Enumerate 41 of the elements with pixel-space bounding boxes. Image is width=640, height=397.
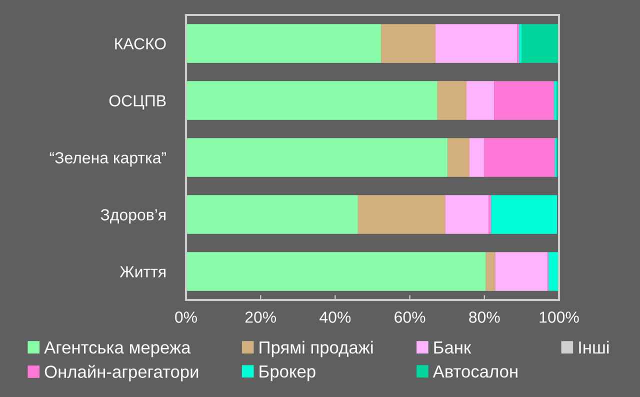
legend-label: Онлайн-агрегатори xyxy=(44,364,198,382)
bar xyxy=(186,138,448,177)
bar xyxy=(186,24,382,63)
y-tick-label: ОСЦПВ xyxy=(109,95,166,110)
bar xyxy=(448,138,470,177)
x-tick-label: 0% xyxy=(175,312,197,323)
bar xyxy=(486,252,496,291)
y-tick-label: КАСКО xyxy=(115,38,166,50)
bar xyxy=(491,195,558,234)
bar xyxy=(466,81,494,120)
y-tick-label: Життя xyxy=(120,266,166,278)
bar xyxy=(554,81,557,120)
legend-label: Банк xyxy=(434,342,472,354)
legend-label: Агентська мережа xyxy=(44,342,191,358)
bar xyxy=(494,81,554,120)
x-tick-label: 80% xyxy=(469,312,500,323)
bar xyxy=(469,138,484,177)
x-tick-label: 40% xyxy=(320,312,351,323)
bar xyxy=(358,195,446,234)
bar xyxy=(445,195,489,234)
x-tick-label: 100% xyxy=(540,312,579,323)
x-tick-label: 20% xyxy=(245,312,276,323)
bar xyxy=(548,252,559,291)
bar xyxy=(186,81,438,120)
bar xyxy=(488,195,492,234)
bar xyxy=(436,24,518,63)
bar xyxy=(522,24,559,63)
bar xyxy=(437,81,466,120)
y-tick-label: “Зелена картка” xyxy=(50,152,166,167)
bar xyxy=(484,138,555,177)
y-tick-label: Здоров’я xyxy=(100,209,166,224)
legend-label: Автосалон xyxy=(432,366,518,378)
legend-label: Інші xyxy=(579,340,609,354)
legend-label: Прямі продажі xyxy=(260,340,373,358)
bar xyxy=(495,252,548,291)
legend-label: Брокер xyxy=(260,366,316,382)
bar xyxy=(186,252,486,291)
bar xyxy=(186,195,358,234)
bar xyxy=(381,24,436,63)
bar xyxy=(519,24,522,63)
x-tick-label: 60% xyxy=(394,312,426,323)
